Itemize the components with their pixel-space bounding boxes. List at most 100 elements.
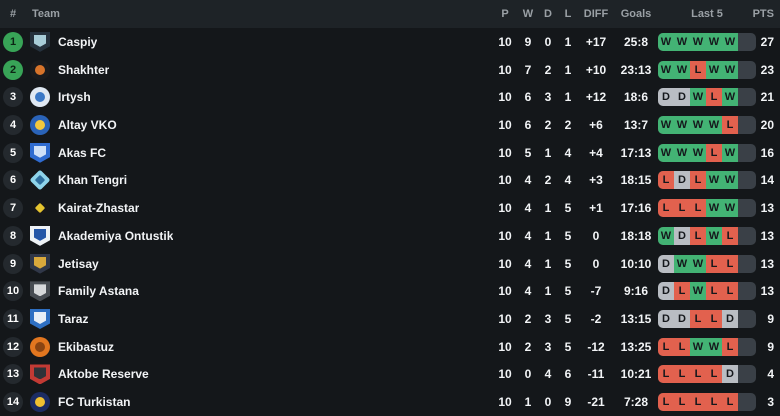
goals-value: 17:16 <box>620 201 652 216</box>
played-value: 10 <box>498 284 512 299</box>
rank-badge: 10 <box>3 281 23 302</box>
draws-value: 3 <box>544 312 552 327</box>
goals-value: 23:13 <box>620 62 652 77</box>
points-value: 4 <box>767 367 774 382</box>
wins-value: 6 <box>524 90 532 105</box>
team-name[interactable]: Irtysh <box>58 90 91 105</box>
form-result-w: W <box>690 282 706 301</box>
form-result-w: W <box>690 254 706 273</box>
rank-badge: 9 <box>3 253 23 274</box>
team-logo-emblem <box>34 284 46 297</box>
team-name[interactable]: Family Astana <box>58 284 139 299</box>
goals-value: 10:21 <box>620 367 652 382</box>
draws-value: 2 <box>544 173 552 188</box>
header-diff: DIFF <box>583 8 609 20</box>
points-value: 13 <box>760 256 774 271</box>
played-value: 10 <box>498 145 512 160</box>
team-name[interactable]: Akademiya Ontustik <box>58 228 174 243</box>
draws-value: 1 <box>544 145 552 160</box>
team-name[interactable]: FC Turkistan <box>58 395 131 410</box>
rank-badge: 4 <box>3 115 23 136</box>
diff-value: -12 <box>587 339 605 354</box>
rank-badge: 12 <box>3 336 23 357</box>
points-value: 14 <box>760 173 774 188</box>
wins-value: 7 <box>524 62 532 77</box>
form-result-w: W <box>690 116 706 135</box>
team-logo <box>30 225 50 246</box>
team-logo <box>30 59 50 80</box>
diff-value: -2 <box>590 312 602 327</box>
losses-value: 1 <box>564 34 572 49</box>
diff-value: +4 <box>589 145 603 160</box>
team-logo <box>30 142 50 163</box>
team-name[interactable]: Caspiy <box>58 34 98 49</box>
team-name[interactable]: Ekibastuz <box>58 339 115 354</box>
team-logo-emblem <box>34 175 46 186</box>
form-result-d: D <box>722 310 738 329</box>
header-team: Team <box>32 8 60 20</box>
team-name[interactable]: Aktobe Reserve <box>58 367 149 382</box>
diff-value: +17 <box>585 34 607 49</box>
losses-value: 5 <box>564 228 572 243</box>
team-name[interactable]: Jetisay <box>58 256 99 271</box>
form-result-d: D <box>658 88 674 107</box>
form-result-w: W <box>706 171 722 190</box>
losses-value: 9 <box>564 395 572 410</box>
form-result-w: W <box>706 116 722 135</box>
form-result-l: L <box>690 171 706 190</box>
wins-value: 4 <box>524 173 532 188</box>
header-draws: D <box>544 8 552 20</box>
team-name[interactable]: Taraz <box>58 312 89 327</box>
header-played: P <box>501 8 509 20</box>
team-name[interactable]: Khan Tengri <box>58 173 128 188</box>
form-result-w: W <box>722 199 738 218</box>
losses-value: 1 <box>564 90 572 105</box>
played-value: 10 <box>498 256 512 271</box>
draws-value: 3 <box>544 90 552 105</box>
header-last5: Last 5 <box>691 8 723 20</box>
team-name[interactable]: Akas FC <box>58 145 107 160</box>
draws-value: 2 <box>544 62 552 77</box>
rank-badge: 11 <box>3 309 23 330</box>
diff-value: -11 <box>587 367 605 382</box>
form-result-l: L <box>658 171 674 190</box>
goals-value: 18:15 <box>620 173 652 188</box>
form-result-l: L <box>658 199 674 218</box>
team-name[interactable]: Altay VKO <box>58 118 117 133</box>
form-result-w: W <box>706 60 722 79</box>
team-name[interactable]: Kairat-Zhastar <box>58 201 140 216</box>
form-result-w: W <box>658 60 674 79</box>
played-value: 10 <box>498 62 512 77</box>
rank-badge: 6 <box>3 170 23 191</box>
wins-value: 2 <box>524 312 532 327</box>
team-name[interactable]: Shakhter <box>58 62 110 77</box>
diff-value: +10 <box>585 62 607 77</box>
losses-value: 4 <box>564 173 572 188</box>
goals-value: 13:7 <box>623 118 649 133</box>
form-result-d: D <box>674 310 690 329</box>
played-value: 10 <box>498 228 512 243</box>
wins-value: 2 <box>524 339 532 354</box>
diff-value: -21 <box>587 395 605 410</box>
played-value: 10 <box>498 201 512 216</box>
form-result-l: L <box>658 337 674 356</box>
form-result-l: L <box>706 282 722 301</box>
played-value: 10 <box>498 118 512 133</box>
